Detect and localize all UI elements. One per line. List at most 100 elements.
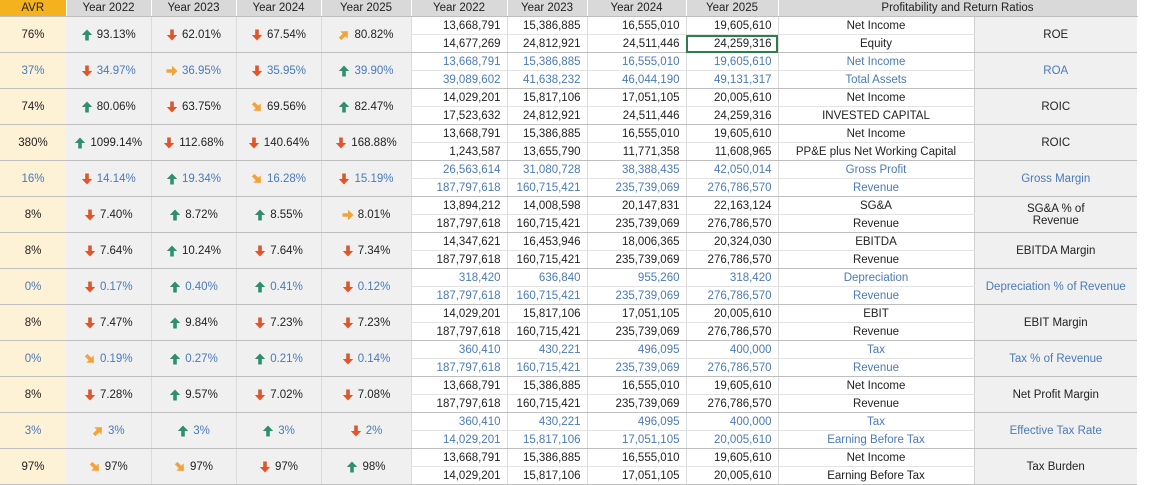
pct-cell[interactable]: 7.34%: [321, 232, 412, 269]
value-cell[interactable]: 160,715,421: [507, 322, 588, 341]
value-cell[interactable]: 16,555,010: [587, 124, 687, 143]
value-cell[interactable]: 22,163,124: [686, 196, 779, 215]
value-cell[interactable]: 41,638,232: [507, 70, 588, 89]
value-cell[interactable]: 17,523,632: [411, 106, 508, 125]
ratio-name[interactable]: Effective Tax Rate: [974, 412, 1137, 449]
value-cell[interactable]: 276,786,570: [686, 394, 779, 413]
denominator-label[interactable]: PP&E plus Net Working Capital: [778, 142, 975, 161]
value-cell[interactable]: 496,095: [587, 412, 687, 431]
pct-header-2024[interactable]: Year 2024: [236, 0, 322, 17]
pct-cell[interactable]: 2%: [321, 412, 412, 449]
numerator-label[interactable]: EBIT: [778, 304, 975, 323]
numerator-label[interactable]: Tax: [778, 412, 975, 431]
pct-cell[interactable]: 36.95%: [151, 52, 237, 89]
value-cell[interactable]: 19,605,610: [686, 124, 779, 143]
avr-cell[interactable]: 8%: [0, 232, 66, 269]
value-cell[interactable]: 276,786,570: [686, 214, 779, 233]
value-cell[interactable]: 16,555,010: [587, 448, 687, 467]
pct-cell[interactable]: 82.47%: [321, 88, 412, 125]
value-cell[interactable]: 14,029,201: [411, 430, 508, 449]
pct-header-2022[interactable]: Year 2022: [66, 0, 152, 17]
pct-cell[interactable]: 140.64%: [236, 124, 322, 161]
value-cell[interactable]: 160,715,421: [507, 214, 588, 233]
value-cell[interactable]: 14,677,269: [411, 34, 508, 53]
pct-cell[interactable]: 16.28%: [236, 160, 322, 197]
value-cell[interactable]: 15,386,885: [507, 376, 588, 395]
value-cell[interactable]: 187,797,618: [411, 322, 508, 341]
value-cell[interactable]: 17,051,105: [587, 304, 687, 323]
pct-cell[interactable]: 0.12%: [321, 268, 412, 305]
value-cell[interactable]: 20,005,610: [686, 466, 779, 485]
pct-cell[interactable]: 8.72%: [151, 196, 237, 233]
table-title[interactable]: Profitability and Return Ratios: [778, 0, 1138, 17]
pct-cell[interactable]: 69.56%: [236, 88, 322, 125]
pct-cell[interactable]: 7.64%: [236, 232, 322, 269]
value-cell[interactable]: 400,000: [686, 412, 779, 431]
pct-cell[interactable]: 7.23%: [321, 304, 412, 341]
value-cell[interactable]: 15,386,885: [507, 16, 588, 35]
avr-cell[interactable]: 97%: [0, 448, 66, 485]
ratio-name[interactable]: Tax % of Revenue: [974, 340, 1137, 377]
value-cell[interactable]: 16,555,010: [587, 16, 687, 35]
denominator-label[interactable]: Earning Before Tax: [778, 430, 975, 449]
pct-cell[interactable]: 0.21%: [236, 340, 322, 377]
pct-cell[interactable]: 0.41%: [236, 268, 322, 305]
ratio-name[interactable]: ROIC: [974, 88, 1137, 125]
value-cell[interactable]: 496,095: [587, 340, 687, 359]
ratio-name[interactable]: EBIT Margin: [974, 304, 1137, 341]
pct-cell[interactable]: 7.64%: [66, 232, 152, 269]
pct-cell[interactable]: 3%: [66, 412, 152, 449]
value-cell[interactable]: 187,797,618: [411, 178, 508, 197]
pct-cell[interactable]: 9.84%: [151, 304, 237, 341]
avr-cell[interactable]: 8%: [0, 304, 66, 341]
ratio-name[interactable]: Depreciation % of Revenue: [974, 268, 1137, 305]
value-cell[interactable]: 14,029,201: [411, 304, 508, 323]
value-cell[interactable]: 400,000: [686, 340, 779, 359]
value-cell[interactable]: 14,029,201: [411, 466, 508, 485]
value-cell[interactable]: 160,715,421: [507, 286, 588, 305]
value-cell[interactable]: 276,786,570: [686, 358, 779, 377]
ratio-name[interactable]: SG&A % of Revenue: [974, 196, 1137, 233]
value-cell[interactable]: 15,817,106: [507, 466, 588, 485]
denominator-label[interactable]: Revenue: [778, 394, 975, 413]
pct-cell[interactable]: 3%: [236, 412, 322, 449]
numerator-label[interactable]: Net Income: [778, 16, 975, 35]
pct-cell[interactable]: 97%: [236, 448, 322, 485]
value-cell[interactable]: 14,029,201: [411, 88, 508, 107]
value-cell[interactable]: 20,005,610: [686, 304, 779, 323]
numerator-label[interactable]: SG&A: [778, 196, 975, 215]
pct-cell[interactable]: 15.19%: [321, 160, 412, 197]
value-cell[interactable]: 16,453,946: [507, 232, 588, 251]
denominator-label[interactable]: Revenue: [778, 322, 975, 341]
avr-cell[interactable]: 16%: [0, 160, 66, 197]
pct-header-2025[interactable]: Year 2025: [321, 0, 412, 17]
value-cell[interactable]: 13,668,791: [411, 124, 508, 143]
value-cell[interactable]: 187,797,618: [411, 214, 508, 233]
value-cell[interactable]: 276,786,570: [686, 286, 779, 305]
pct-cell[interactable]: 7.47%: [66, 304, 152, 341]
value-cell[interactable]: 160,715,421: [507, 250, 588, 269]
ratio-name[interactable]: Net Profit Margin: [974, 376, 1137, 413]
pct-cell[interactable]: 1099.14%: [66, 124, 152, 161]
value-cell[interactable]: 318,420: [686, 268, 779, 287]
value-cell[interactable]: 15,386,885: [507, 448, 588, 467]
value-cell[interactable]: 15,817,106: [507, 88, 588, 107]
pct-cell[interactable]: 7.23%: [236, 304, 322, 341]
value-cell[interactable]: 13,668,791: [411, 52, 508, 71]
avr-cell[interactable]: 380%: [0, 124, 66, 161]
pct-cell[interactable]: 168.88%: [321, 124, 412, 161]
pct-cell[interactable]: 63.75%: [151, 88, 237, 125]
pct-header-2023[interactable]: Year 2023: [151, 0, 237, 17]
value-cell[interactable]: 13,668,791: [411, 376, 508, 395]
numerator-label[interactable]: Net Income: [778, 448, 975, 467]
pct-cell[interactable]: 14.14%: [66, 160, 152, 197]
avr-cell[interactable]: 0%: [0, 268, 66, 305]
ratio-name[interactable]: Gross Margin: [974, 160, 1137, 197]
value-cell[interactable]: 160,715,421: [507, 358, 588, 377]
value-cell[interactable]: 15,386,885: [507, 52, 588, 71]
pct-cell[interactable]: 0.14%: [321, 340, 412, 377]
value-cell[interactable]: 160,715,421: [507, 178, 588, 197]
numerator-label[interactable]: Depreciation: [778, 268, 975, 287]
pct-cell[interactable]: 62.01%: [151, 16, 237, 53]
avr-cell[interactable]: 76%: [0, 16, 66, 53]
